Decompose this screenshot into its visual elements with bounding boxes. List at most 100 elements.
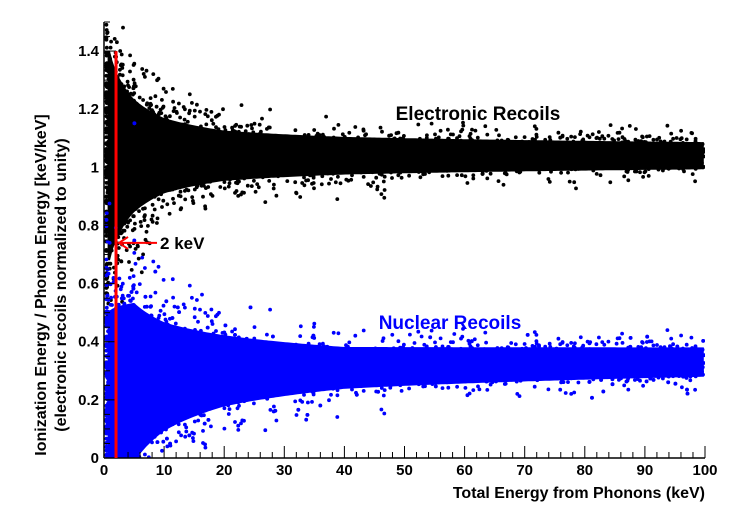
data-point <box>290 353 295 358</box>
data-point <box>468 166 473 171</box>
data-point <box>291 356 296 361</box>
data-point <box>530 357 534 362</box>
data-point <box>655 343 659 347</box>
data-point <box>539 162 544 167</box>
data-point <box>189 355 193 359</box>
data-point <box>669 336 674 341</box>
data-point <box>274 161 279 166</box>
data-point <box>150 220 155 224</box>
data-point <box>124 449 129 454</box>
data-point <box>116 141 121 146</box>
data-point <box>200 374 205 379</box>
data-point <box>183 189 187 193</box>
data-point <box>117 392 121 397</box>
data-point <box>311 368 316 372</box>
data-point <box>274 377 279 382</box>
data-point <box>410 141 414 146</box>
data-point <box>601 389 606 394</box>
data-point <box>249 390 253 395</box>
data-point <box>307 347 312 351</box>
data-point <box>483 330 488 335</box>
data-point <box>665 157 669 161</box>
data-point <box>689 369 694 373</box>
data-point <box>293 128 298 133</box>
data-point <box>192 108 197 113</box>
data-point <box>194 175 199 179</box>
data-point <box>695 370 700 375</box>
data-point <box>217 169 222 174</box>
data-point <box>148 143 153 148</box>
data-point <box>440 174 445 179</box>
data-point <box>131 377 136 382</box>
data-point <box>665 123 670 128</box>
data-point <box>375 139 379 144</box>
data-point <box>237 148 242 153</box>
data-point <box>445 151 450 155</box>
data-point <box>543 344 548 349</box>
data-point <box>146 430 151 435</box>
data-point <box>175 305 180 310</box>
data-point <box>497 359 502 364</box>
data-point <box>401 374 406 378</box>
data-point <box>137 409 142 414</box>
data-point <box>109 169 114 173</box>
data-point <box>499 138 504 143</box>
data-point <box>323 143 327 148</box>
data-point <box>237 389 242 394</box>
data-point <box>340 132 345 137</box>
data-point <box>574 186 578 191</box>
data-point <box>118 205 123 209</box>
data-point <box>408 332 412 337</box>
data-point <box>159 380 164 385</box>
data-point <box>528 369 533 374</box>
data-point <box>619 143 624 148</box>
series-nuclear-recoils <box>104 121 705 458</box>
data-point <box>373 360 378 365</box>
data-point <box>321 341 325 346</box>
data-point <box>476 384 480 389</box>
data-point <box>127 385 132 389</box>
data-point <box>443 149 447 153</box>
data-point <box>278 167 283 172</box>
data-point <box>411 376 416 380</box>
data-point <box>176 155 180 160</box>
data-point <box>490 380 495 385</box>
data-point <box>266 384 271 388</box>
data-point <box>669 355 674 359</box>
data-point <box>198 337 203 342</box>
data-point <box>266 350 271 354</box>
data-point <box>104 45 109 50</box>
data-point <box>512 156 516 161</box>
data-point <box>567 179 572 184</box>
data-point <box>482 142 487 146</box>
data-point <box>636 370 640 375</box>
data-point <box>479 145 483 150</box>
data-point <box>213 159 218 164</box>
data-point <box>105 376 110 380</box>
data-point <box>452 332 457 336</box>
data-point <box>302 393 306 397</box>
data-point <box>210 343 215 348</box>
data-point <box>353 138 358 143</box>
data-point <box>571 139 576 144</box>
data-point <box>559 154 564 158</box>
data-point <box>146 119 151 124</box>
data-point <box>236 130 241 134</box>
data-point <box>104 283 109 287</box>
data-point <box>120 147 125 152</box>
data-point <box>143 143 148 148</box>
data-point <box>660 154 665 159</box>
data-point <box>143 452 147 457</box>
data-point <box>484 340 488 345</box>
data-point <box>140 124 145 129</box>
data-point <box>106 156 111 161</box>
data-point <box>238 396 243 401</box>
data-point <box>203 206 208 211</box>
data-point <box>262 346 266 351</box>
data-point <box>156 76 161 81</box>
data-point <box>613 162 618 167</box>
data-point <box>138 364 143 368</box>
data-point <box>524 147 528 152</box>
data-point <box>575 146 580 151</box>
data-point <box>506 362 511 366</box>
